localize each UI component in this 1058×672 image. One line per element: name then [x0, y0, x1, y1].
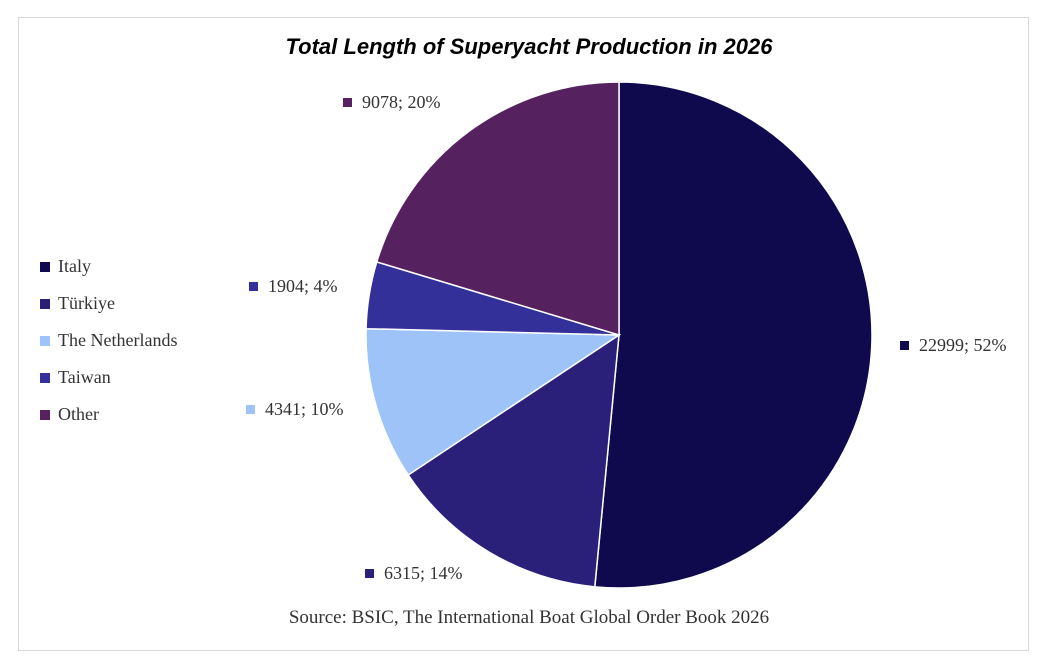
- data-label-swatch: [246, 405, 255, 414]
- data-label-swatch: [900, 341, 909, 350]
- data-label-swatch: [249, 282, 258, 291]
- chart-title: Total Length of Superyacht Production in…: [285, 34, 773, 59]
- legend-item-turkiye: Türkiye: [40, 285, 240, 322]
- data-label: 1904; 4%: [268, 276, 338, 296]
- pie-slice-t-rkiye: [407, 333, 620, 588]
- chart-source: Source: BSIC, The International Boat Glo…: [288, 607, 770, 628]
- legend-label: The Netherlands: [58, 330, 178, 350]
- legend-swatch: [40, 409, 50, 420]
- data-label: 4341; 10%: [265, 399, 344, 419]
- pie-slice-other: [375, 81, 620, 337]
- legend-label: Taiwan: [58, 367, 111, 387]
- data-label: 9078; 20%: [362, 92, 441, 112]
- data-label-swatch: [343, 98, 352, 107]
- pie-slice-italy: [593, 81, 873, 589]
- data-label: 22999; 52%: [919, 335, 1007, 355]
- legend-label: Türkiye: [58, 293, 115, 313]
- legend-item-taiwan: Taiwan: [40, 359, 240, 396]
- pie-slice-the-netherlands: [365, 327, 622, 476]
- legend-item-other: Other: [40, 396, 240, 433]
- legend-swatch: [40, 335, 50, 346]
- data-label: 6315; 14%: [384, 563, 463, 583]
- legend-swatch: [40, 372, 50, 383]
- legend-item-netherlands: The Netherlands: [40, 322, 240, 359]
- legend-label: Other: [58, 404, 99, 424]
- data-label-swatch: [365, 569, 374, 578]
- legend-swatch: [40, 298, 50, 309]
- legend-label: Italy: [58, 256, 91, 276]
- legend-swatch: [40, 261, 50, 272]
- chart-legend: Italy Türkiye The Netherlands Taiwan Oth…: [40, 248, 240, 433]
- legend-item-italy: Italy: [40, 248, 240, 285]
